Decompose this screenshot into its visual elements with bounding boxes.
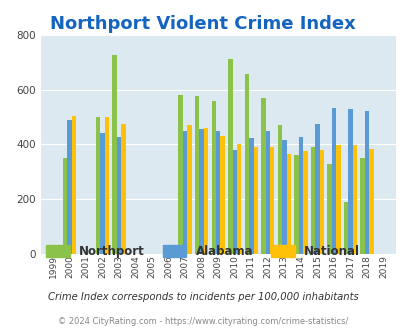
Bar	[104, 117, 109, 254]
Bar	[281, 140, 286, 254]
Text: © 2024 CityRating.com - https://www.cityrating.com/crime-statistics/: © 2024 CityRating.com - https://www.city…	[58, 317, 347, 326]
Bar	[368, 149, 373, 254]
Text: Northport Violent Crime Index: Northport Violent Crime Index	[50, 15, 355, 33]
Bar	[352, 145, 356, 254]
Bar	[260, 98, 265, 254]
Bar	[253, 147, 257, 254]
Bar	[335, 145, 340, 254]
Bar	[112, 55, 117, 254]
Text: Crime Index corresponds to incidents per 100,000 inhabitants: Crime Index corresponds to incidents per…	[47, 292, 358, 302]
Bar	[100, 133, 104, 254]
Bar	[244, 75, 248, 254]
Bar	[63, 157, 67, 254]
Bar	[269, 147, 274, 254]
Bar	[72, 115, 76, 254]
Bar	[67, 120, 72, 254]
Bar	[326, 164, 331, 254]
Bar	[183, 131, 187, 254]
Bar	[310, 147, 314, 254]
Bar	[319, 149, 323, 254]
Bar	[211, 101, 215, 254]
Bar	[359, 157, 364, 254]
Legend: Northport, Alabama, National: Northport, Alabama, National	[41, 241, 364, 263]
Bar	[203, 128, 208, 254]
Bar	[248, 138, 253, 254]
Bar	[286, 154, 290, 254]
Bar	[347, 109, 352, 254]
Bar	[302, 151, 307, 254]
Bar	[364, 112, 368, 254]
Bar	[194, 96, 199, 254]
Bar	[343, 202, 347, 254]
Bar	[277, 125, 281, 254]
Bar	[237, 145, 241, 254]
Bar	[187, 125, 192, 254]
Bar	[331, 108, 335, 254]
Bar	[294, 155, 298, 254]
Bar	[121, 124, 126, 254]
Bar	[228, 59, 232, 254]
Bar	[215, 131, 220, 254]
Bar	[199, 129, 203, 254]
Bar	[96, 117, 100, 254]
Bar	[178, 95, 183, 254]
Bar	[298, 137, 302, 254]
Bar	[117, 137, 121, 254]
Bar	[220, 136, 224, 254]
Bar	[232, 150, 237, 254]
Bar	[314, 124, 319, 254]
Bar	[265, 131, 269, 254]
